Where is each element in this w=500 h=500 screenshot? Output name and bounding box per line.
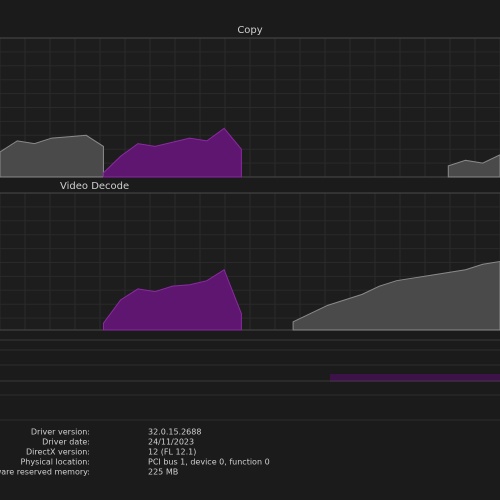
detail-label: DirectX version: bbox=[26, 448, 90, 457]
usage-area bbox=[102, 268, 242, 331]
memory-area bbox=[0, 339, 500, 421]
usage-area bbox=[0, 134, 104, 178]
detail-value: 12 (FL 12.1) bbox=[148, 448, 196, 457]
detail-label: Physical location: bbox=[20, 458, 90, 467]
usage-area bbox=[447, 154, 500, 178]
memory-bar bbox=[330, 374, 500, 382]
usage-area bbox=[292, 260, 500, 331]
detail-value: 225 MB bbox=[148, 468, 178, 477]
detail-label: Hardware reserved memory: bbox=[0, 468, 90, 477]
graph-label: Copy bbox=[237, 25, 262, 36]
detail-value: PCI bus 1, device 0, function 0 bbox=[148, 458, 270, 467]
usage-area bbox=[102, 127, 242, 178]
detail-value: 32.0.15.2688 bbox=[148, 428, 201, 437]
graph-label: Video Decode bbox=[60, 181, 129, 192]
detail-label: Driver date: bbox=[42, 438, 90, 447]
detail-label: Driver version: bbox=[31, 428, 90, 437]
detail-value: 24/11/2023 bbox=[148, 438, 194, 447]
